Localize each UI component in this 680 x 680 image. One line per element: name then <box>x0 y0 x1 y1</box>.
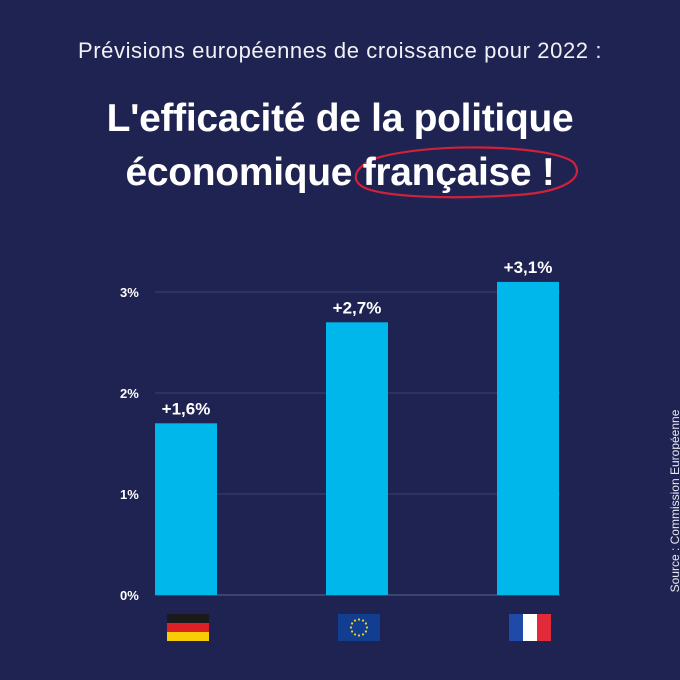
y-tick-label: 2% <box>120 386 139 401</box>
y-tick-label: 3% <box>120 285 139 300</box>
eu-star-icon <box>350 630 354 633</box>
bars <box>155 281 559 595</box>
data-label: +1,6% <box>162 399 211 418</box>
eu-star-icon <box>357 618 361 621</box>
y-tick-label: 0% <box>120 588 139 603</box>
page-title: L'efficacité de la politique économique … <box>0 92 680 200</box>
data-label: +3,1% <box>504 258 553 277</box>
subtitle: Prévisions européennes de croissance pou… <box>77 38 603 63</box>
source-note: Source : Commission Européenne <box>668 409 680 593</box>
eu-stars-icon <box>349 618 369 637</box>
labels: 0% 1% 2% 3% +1,6% +2,7% +3,1% <box>120 258 552 603</box>
france-flag-stripe <box>509 614 523 641</box>
eu-star-icon <box>364 622 368 625</box>
france-flag-stripe <box>523 614 537 641</box>
title-line-1: L'efficacité de la politique <box>106 97 574 140</box>
bar <box>155 423 217 595</box>
eu-star-icon <box>364 630 368 633</box>
eu-star-icon <box>357 634 361 637</box>
germany-flag-stripe <box>167 614 209 623</box>
y-tick-label: 1% <box>120 487 139 502</box>
title-highlight: française ! <box>354 146 578 200</box>
title-line-2-prefix: économique <box>125 151 363 194</box>
data-label: +2,7% <box>333 298 382 317</box>
eu-star-icon <box>349 626 353 629</box>
eu-star-icon <box>365 626 369 629</box>
eu-star-icon <box>353 619 357 622</box>
eu-star-icon <box>361 619 365 622</box>
eu-star-icon <box>350 622 354 625</box>
eu-star-icon <box>353 633 357 636</box>
bar <box>326 322 388 595</box>
red-circle-icon <box>354 146 578 199</box>
france-flag-stripe <box>537 614 551 641</box>
bar <box>497 281 559 595</box>
title-highlight-text: française ! <box>362 151 555 194</box>
france-flag-icon <box>509 614 551 641</box>
title-line-2: économique française ! <box>0 146 680 200</box>
eu-star-icon <box>361 633 365 636</box>
germany-flag-icon <box>167 614 209 641</box>
eu-flag-icon <box>338 614 380 641</box>
germany-flag-stripe <box>167 623 209 632</box>
germany-flag-stripe <box>167 632 209 641</box>
